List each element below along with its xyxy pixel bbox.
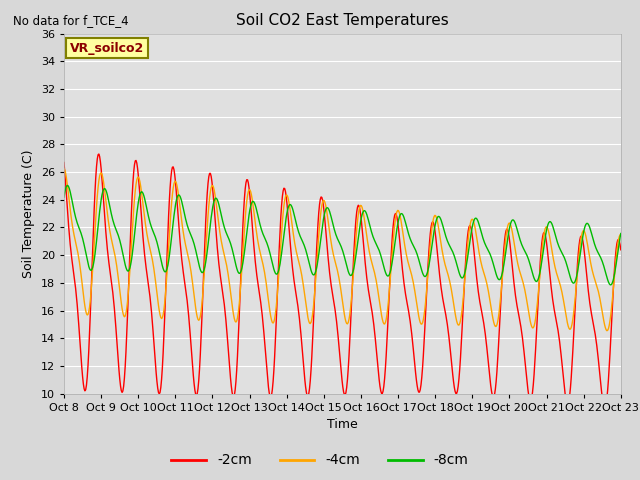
Line: -2cm: -2cm [64, 154, 621, 408]
Line: -4cm: -4cm [64, 168, 621, 331]
-2cm [60, 159, 68, 165]
-8cm [60, 194, 68, 200]
-2cm [601, 405, 609, 410]
-2cm [70, 273, 78, 279]
Legend: -2cm, -4cm, -8cm: -2cm, -4cm, -8cm [166, 448, 474, 473]
-4cm [603, 328, 611, 334]
-2cm [185, 313, 193, 319]
-4cm [617, 231, 625, 237]
-8cm [411, 246, 419, 252]
-8cm [71, 211, 79, 217]
-2cm [214, 253, 222, 259]
-8cm [185, 227, 193, 232]
-8cm [607, 282, 614, 288]
-4cm [127, 243, 135, 249]
-4cm [60, 166, 68, 171]
Line: -8cm: -8cm [64, 185, 621, 285]
Text: VR_soilco2: VR_soilco2 [70, 42, 144, 55]
Text: No data for f_TCE_4: No data for f_TCE_4 [13, 14, 129, 27]
-8cm [428, 249, 435, 254]
-2cm [128, 193, 136, 199]
-4cm [426, 241, 434, 247]
-4cm [70, 232, 78, 238]
-8cm [128, 252, 136, 258]
-4cm [184, 252, 192, 258]
-8cm [617, 230, 625, 236]
-4cm [214, 210, 221, 216]
-2cm [617, 247, 625, 252]
-2cm [95, 151, 102, 157]
-2cm [428, 224, 435, 230]
Y-axis label: Soil Temperature (C): Soil Temperature (C) [22, 149, 35, 278]
-2cm [411, 362, 419, 368]
-8cm [214, 199, 222, 205]
X-axis label: Time: Time [327, 418, 358, 431]
-8cm [63, 182, 71, 188]
Title: Soil CO2 East Temperatures: Soil CO2 East Temperatures [236, 13, 449, 28]
-4cm [410, 284, 418, 289]
